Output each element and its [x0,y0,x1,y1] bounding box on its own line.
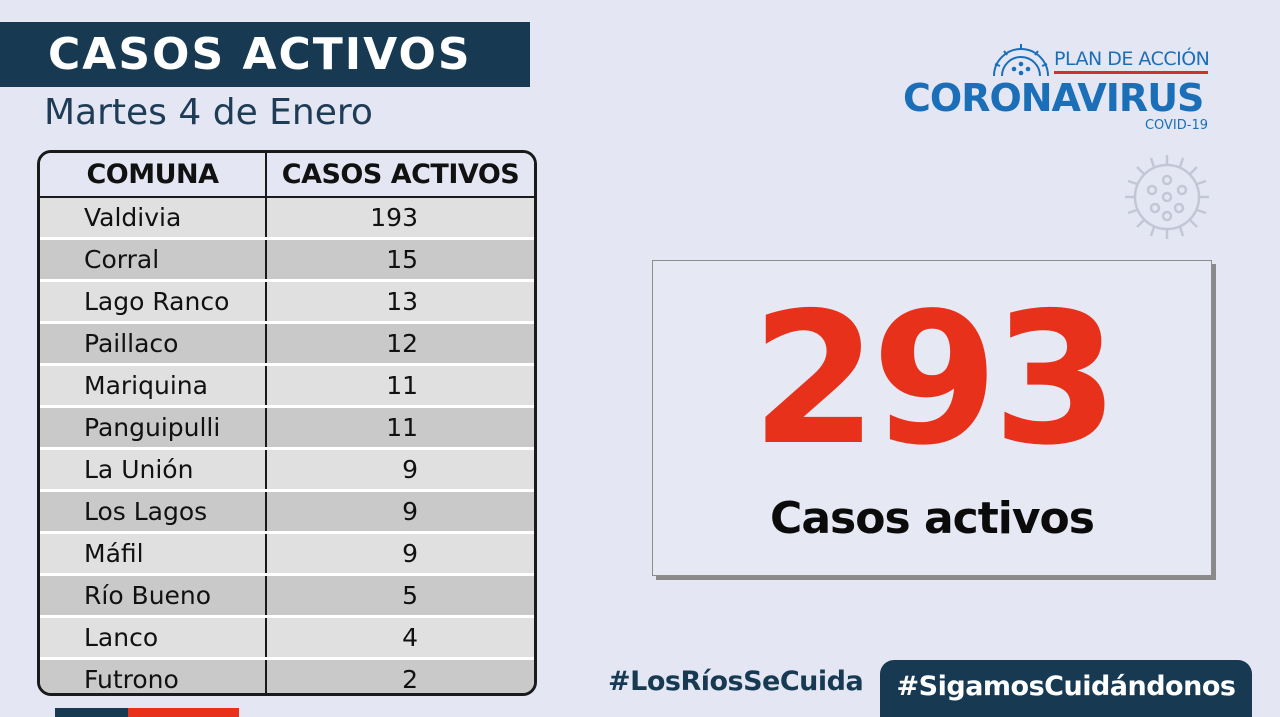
table-row: Los Lagos 9 [40,490,534,534]
comuna-cell: Lago Ranco [40,280,267,324]
date-subtitle: Martes 4 de Enero [44,92,373,133]
casos-cell: 2 [266,658,534,693]
comuna-cell: Mariquina [40,364,267,408]
title-banner: CASOS ACTIVOS [0,22,530,87]
comuna-cell: Máfil [40,532,267,576]
hashtag-los-rios: #LosRíosSeCuida [608,666,864,697]
logo-plan-text: PLAN DE ACCIÓN [1054,48,1210,70]
flag-stripe-blue [55,708,128,717]
total-cases-label: Casos activos [770,493,1095,544]
column-header-casos: CASOS ACTIVOS [266,153,534,198]
total-cases-number: 293 [751,273,1119,485]
table-row: La Unión 9 [40,448,534,492]
comuna-cell: Corral [40,238,267,282]
logo-coronavirus-text: CORONAVIRUS [903,76,1204,120]
comuna-cell: Futrono [40,658,267,693]
comuna-cell: Paillaco [40,322,267,366]
casos-cell: 15 [266,238,534,282]
casos-cell: 11 [266,406,534,450]
virus-logo-icon [993,44,1049,76]
table-row: Mariquina 11 [40,364,534,408]
comuna-cell: Lanco [40,616,267,660]
casos-cell: 9 [266,490,534,534]
table-row: Valdivia 193 [40,197,534,240]
casos-cell: 13 [266,280,534,324]
hashtag-sigamos: #SigamosCuidándonos [896,671,1236,702]
table-row: Futrono 2 [40,658,534,693]
table-row: Lago Ranco 13 [40,280,534,324]
comuna-cell: La Unión [40,448,267,492]
cases-table: COMUNA CASOS ACTIVOS Valdivia 193 Corral… [40,153,534,693]
casos-cell: 12 [266,322,534,366]
casos-cell: 4 [266,616,534,660]
casos-cell: 9 [266,448,534,492]
table-row: Corral 15 [40,238,534,282]
logo-divider [1054,71,1208,74]
logo-covid-text: COVID-19 [1144,118,1208,133]
casos-cell: 193 [266,197,534,240]
column-header-comuna: COMUNA [40,153,267,198]
cases-table-container: COMUNA CASOS ACTIVOS Valdivia 193 Corral… [37,150,537,696]
casos-cell: 11 [266,364,534,408]
page-title: CASOS ACTIVOS [48,29,472,80]
total-cases-card: 293 Casos activos [652,260,1212,576]
table-header-row: COMUNA CASOS ACTIVOS [40,153,534,198]
table-row: Máfil 9 [40,532,534,576]
table-row: Lanco 4 [40,616,534,660]
flag-stripe-red [128,708,239,717]
coronavirus-plan-logo: PLAN DE ACCIÓN CORONAVIRUS COVID-19 [900,40,1210,140]
comuna-cell: Valdivia [40,197,267,240]
casos-cell: 5 [266,574,534,618]
table-row: Paillaco 12 [40,322,534,366]
comuna-cell: Panguipulli [40,406,267,450]
comuna-cell: Río Bueno [40,574,267,618]
comuna-cell: Los Lagos [40,490,267,534]
table-row: Río Bueno 5 [40,574,534,618]
casos-cell: 9 [266,532,534,576]
hashtag-sigamos-badge: #SigamosCuidándonos [880,660,1252,717]
table-row: Panguipulli 11 [40,406,534,450]
virus-icon [1125,155,1209,239]
